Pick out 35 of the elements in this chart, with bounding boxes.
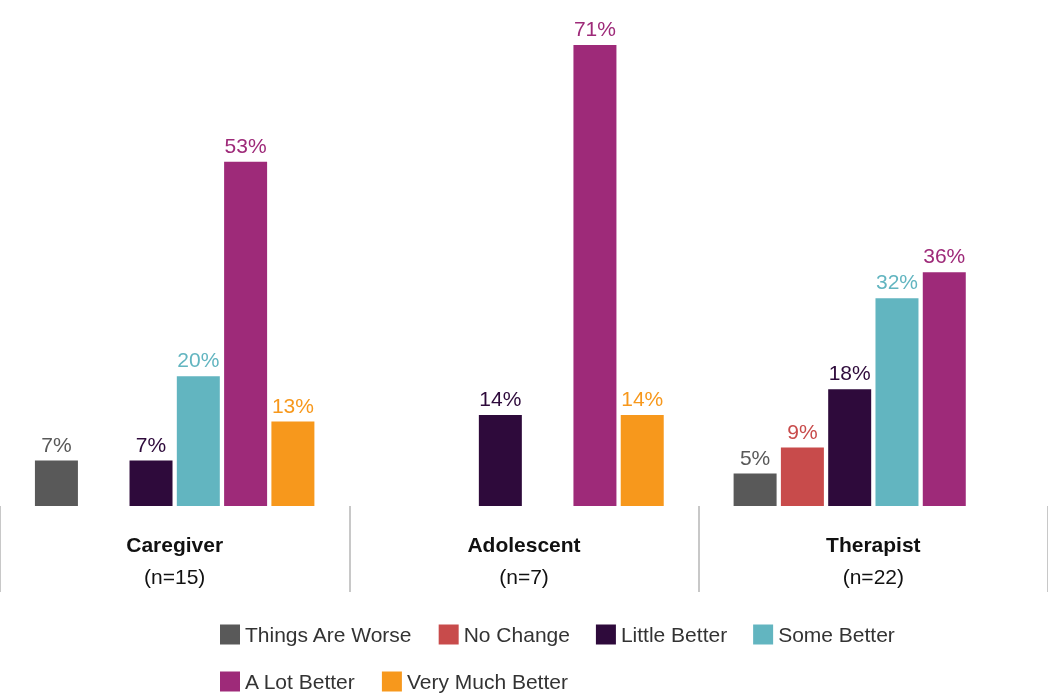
legend-label: A Lot Better <box>245 670 355 693</box>
bar <box>573 45 617 506</box>
bar <box>129 460 173 506</box>
bar <box>780 447 824 506</box>
data-label: 71% <box>573 17 616 40</box>
x-tick-label: Caregiver (n=15) <box>126 532 224 588</box>
bar <box>176 376 220 506</box>
legend-label: Little Better <box>620 623 728 646</box>
data-label: 5% <box>739 445 771 469</box>
data-label: 53% <box>224 133 267 157</box>
x-tick-label: Therapist (n=22) <box>826 532 921 588</box>
bar <box>271 421 315 506</box>
bar <box>224 161 268 506</box>
legend-label: No Change <box>463 623 570 646</box>
legend-label: Some Better <box>778 623 895 646</box>
bar <box>828 389 872 506</box>
bar <box>875 298 919 506</box>
bar <box>733 473 777 506</box>
data-label: 32% <box>875 270 918 294</box>
data-label: 36% <box>923 244 966 268</box>
bar <box>620 415 664 506</box>
data-label: 7% <box>135 432 167 456</box>
data-label: 9% <box>787 419 818 443</box>
data-label: 7% <box>41 432 72 456</box>
data-label: 18% <box>828 361 871 385</box>
x-tick-label: Adolescent (n=7) <box>467 532 581 588</box>
legend-label: Very Much Better <box>406 670 568 693</box>
bar <box>34 460 78 506</box>
bar <box>922 272 966 506</box>
legend-label: Things Are Worse <box>245 623 412 646</box>
data-label: 13% <box>271 393 314 417</box>
data-label: 20% <box>177 348 220 372</box>
bar <box>478 415 522 506</box>
data-label: 14% <box>479 387 522 411</box>
data-label: 14% <box>621 387 664 411</box>
